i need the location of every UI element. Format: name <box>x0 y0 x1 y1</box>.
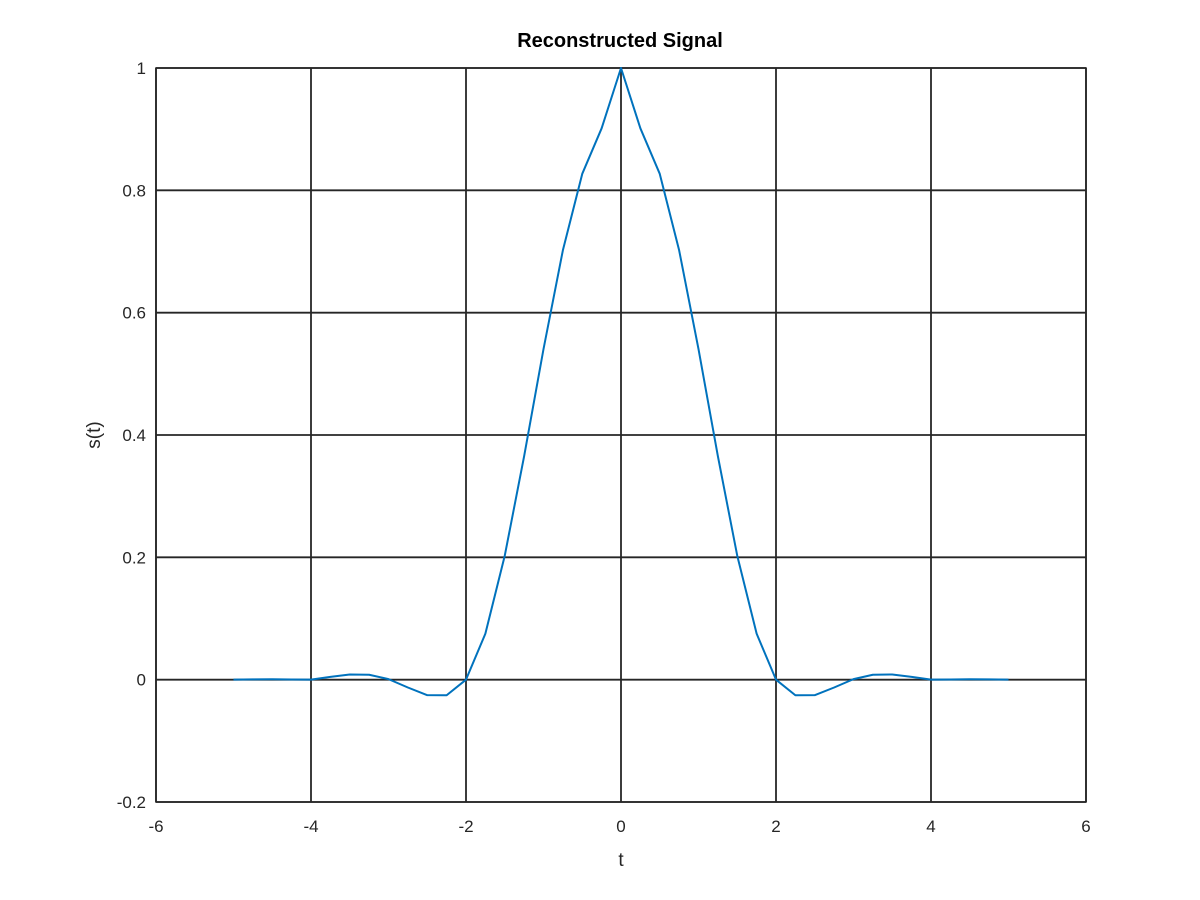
grid <box>155 67 1087 803</box>
x-tick-label: 0 <box>616 817 625 836</box>
x-tick-label: 2 <box>771 817 780 836</box>
x-tick-label: -2 <box>458 817 473 836</box>
x-axis-label: t <box>618 850 624 871</box>
y-tick-label: 0 <box>137 671 146 690</box>
y-tick-label: 0.4 <box>122 426 146 445</box>
chart-title: Reconstructed Signal <box>517 30 723 52</box>
y-tick-label: 0.8 <box>122 181 146 200</box>
x-tick-label: 6 <box>1081 817 1090 836</box>
x-tick-label: -4 <box>303 817 318 836</box>
series-layer <box>233 67 1009 697</box>
y-tick-label: 0.6 <box>122 304 146 323</box>
x-tick-labels: -6 -4 -2 0 2 4 6 <box>148 817 1090 836</box>
y-tick-label: 1 <box>137 59 146 78</box>
series-line <box>233 67 1009 697</box>
y-tick-label: -0.2 <box>117 793 146 812</box>
y-axis-label: s(t) <box>84 421 105 448</box>
y-tick-labels: -0.2 0 0.2 0.4 0.6 0.8 1 <box>117 59 146 812</box>
x-tick-label: -6 <box>148 817 163 836</box>
x-tick-label: 4 <box>926 817 935 836</box>
y-tick-label: 0.2 <box>122 548 146 567</box>
